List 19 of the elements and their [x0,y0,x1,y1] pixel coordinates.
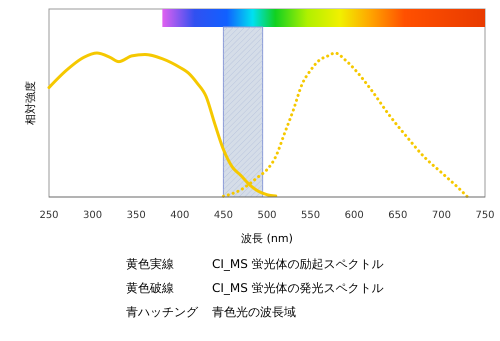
x-tick-label: 450 [214,210,233,221]
text: 黄色破線 [126,281,174,295]
x-tick-label: 300 [83,210,102,221]
text: CI_MS 蛍光体の発光スペクトル [212,281,384,295]
text: 黄色実線 [126,257,174,271]
text: 青ハッチング [126,305,199,319]
x-axis-title: 波長 (nm) [241,232,293,245]
x-tick-label: 700 [432,210,451,221]
y-axis-title: 相対強度 [24,81,37,125]
x-tick-label: 250 [39,210,59,221]
x-tick-label: 600 [344,210,364,221]
x-tick-label: 400 [170,210,190,221]
x-tick-label: 650 [388,210,408,221]
x-tick-label: 500 [257,210,277,221]
x-tick-label: 350 [126,210,146,221]
x-tick-label: 550 [301,210,320,221]
text: 青色光の波長域 [212,305,296,319]
x-tick-label: 750 [475,210,495,221]
text: CI_MS 蛍光体の励起スペクトル [212,257,384,271]
